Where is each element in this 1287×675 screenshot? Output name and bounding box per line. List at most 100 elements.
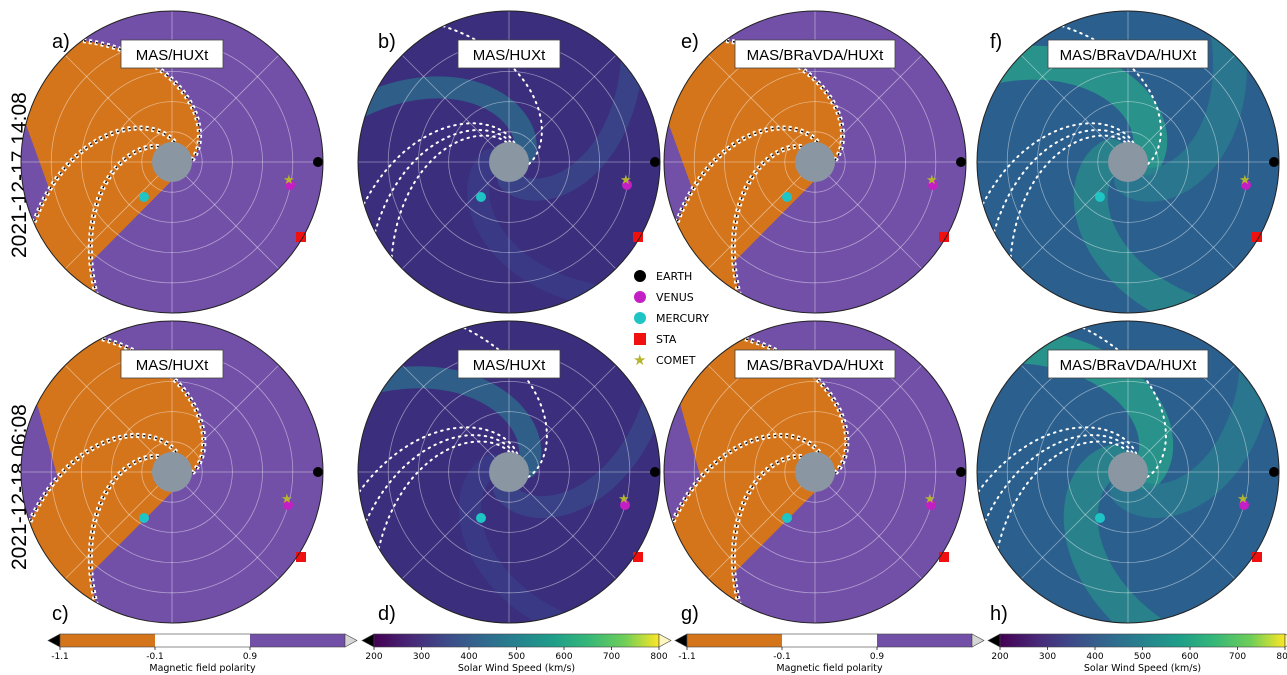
grid-ring: [754, 101, 876, 223]
venus-marker-icon: [634, 291, 646, 303]
comet-marker: ★: [283, 173, 295, 188]
comet-marker: ★: [926, 173, 938, 188]
grid-spoke: [64, 161, 173, 270]
panel-title-box: MAS/BRaVDA/HUXt: [734, 349, 896, 379]
panel-title: MAS/BRaVDA/HUXt: [747, 47, 885, 64]
grid-spoke: [707, 54, 816, 163]
grid-ring: [111, 101, 233, 223]
panel-a: ★ MAS/HUXt a): [20, 10, 324, 314]
colorbar-speed: 200 300 400 500 600 700 800 Solar Wind Speed (k…: [361, 633, 672, 674]
grid-spoke: [1020, 364, 1129, 473]
panel-title: MAS/BRaVDA/HUXt: [1060, 47, 1198, 64]
grid-spoke: [707, 364, 816, 473]
panel-letter: f): [990, 31, 1002, 53]
grid-ring: [724, 71, 907, 253]
panel-letter: d): [378, 603, 396, 625]
grid-ring: [81, 380, 263, 563]
earth-marker: [956, 467, 966, 477]
comet-marker: ★: [1239, 173, 1251, 188]
grid-spoke: [64, 364, 173, 473]
panel-letter: g): [681, 603, 699, 625]
sta-marker: [1252, 232, 1262, 242]
grid-spoke: [171, 364, 280, 473]
fast-wind-stream: [1063, 445, 1244, 623]
panel-title: MAS/HUXt: [136, 47, 209, 64]
earth-marker: [313, 467, 323, 477]
colorbar-speed: 200 300 400 500 600 700 800 Solar Wind Speed (k…: [987, 633, 1287, 674]
earth-marker-icon: [634, 270, 646, 282]
mercury-marker: [139, 513, 149, 523]
legend-item-venus: VENUS: [634, 291, 694, 304]
grid-spoke: [1127, 364, 1236, 473]
negative-sector-south: [21, 38, 200, 313]
venus-marker: [622, 180, 632, 190]
current-sheet-edge: [730, 143, 809, 313]
grid-spoke: [814, 471, 923, 580]
grid-spoke: [508, 364, 617, 473]
panel-c: ★ MAS/HUXt c): [20, 320, 324, 625]
dotted-field-line: [358, 122, 516, 292]
grid-spoke: [171, 54, 280, 163]
inner-boundary-disk: [152, 142, 192, 182]
inner-boundary-disk: [1108, 452, 1148, 492]
grid-ring: [448, 411, 570, 533]
dotted-field-line: [358, 426, 519, 576]
grid-spoke: [171, 161, 280, 270]
inner-boundary-disk: [489, 452, 529, 492]
fast-wind-stream: [1073, 139, 1279, 313]
colorbar-tick: 800: [650, 652, 667, 662]
panel-title-box: MAS/HUXt: [120, 349, 224, 379]
grid-ring: [784, 441, 846, 503]
colorbar-tick: 200: [365, 652, 382, 662]
panel-d: ★ MAS/HUXt d): [357, 320, 661, 625]
legend-item-mercury: MERCURY: [634, 312, 709, 325]
venus-marker: [1239, 500, 1249, 510]
dotted-field-line: [977, 434, 1134, 611]
venus-marker: [285, 180, 295, 190]
panel-title: MAS/HUXt: [473, 357, 546, 374]
negative-sector-south: [21, 329, 204, 623]
colorbar-label: Solar Wind Speed (km/s): [458, 663, 575, 674]
mercury-marker: [782, 192, 792, 202]
planet-legend: EARTH VENUS MERCURY STA ★ COMET: [633, 270, 709, 369]
comet-marker: ★: [924, 492, 936, 507]
legend-label-earth: EARTH: [656, 270, 692, 283]
grid-spoke: [1127, 471, 1236, 580]
fast-wind-stream: [1114, 11, 1248, 202]
earth-marker: [956, 157, 966, 167]
panel-outline: [357, 320, 661, 624]
comet-marker: ★: [281, 492, 293, 507]
panel-outline: [976, 320, 1280, 624]
panel-letter: e): [681, 31, 699, 53]
panel-f: ★ MAS/BRaVDA/HUXt f): [976, 10, 1280, 314]
venus-marker: [620, 500, 630, 510]
grid-spoke: [401, 161, 510, 270]
legend-item-sta: STA: [634, 333, 677, 346]
colorbar-tick: 0.9: [243, 652, 258, 662]
panel-b: ★ MAS/HUXt b): [357, 10, 661, 314]
earth-marker: [1269, 467, 1279, 477]
inner-boundary-disk: [795, 452, 835, 492]
grid-spoke: [508, 161, 617, 270]
grid-ring: [1037, 71, 1220, 253]
grid-ring: [1037, 380, 1220, 563]
comet-marker: ★: [620, 173, 632, 188]
grid-spoke: [707, 471, 816, 580]
mercury-marker: [1095, 192, 1105, 202]
inner-boundary-disk: [795, 142, 835, 182]
panel-outline: [976, 10, 1280, 314]
grid-spoke: [401, 54, 510, 163]
panel-title-box: MAS/BRaVDA/HUXt: [1047, 349, 1209, 379]
grid-spoke: [707, 161, 816, 270]
panel-letter: h): [990, 603, 1008, 625]
legend-label-venus: VENUS: [656, 291, 694, 304]
mercury-marker: [476, 192, 486, 202]
legend-label-comet: COMET: [656, 354, 696, 367]
legend-label-mercury: MERCURY: [656, 312, 709, 325]
panel-title-box: MAS/HUXt: [120, 39, 224, 69]
grid-ring: [448, 101, 570, 223]
panel-e: ★ MAS/BRaVDA/HUXt e): [663, 10, 967, 314]
